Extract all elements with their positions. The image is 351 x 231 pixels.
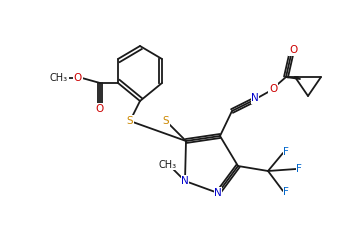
Text: O: O	[96, 104, 104, 114]
Text: F: F	[283, 187, 289, 197]
Text: S: S	[127, 116, 133, 126]
Text: CH₃: CH₃	[159, 160, 177, 170]
Text: CH₃: CH₃	[50, 73, 68, 83]
Text: F: F	[283, 147, 289, 157]
Text: O: O	[74, 73, 82, 83]
Text: F: F	[296, 164, 302, 174]
Text: N: N	[181, 176, 189, 186]
Text: S: S	[163, 116, 169, 126]
Text: N: N	[214, 188, 222, 198]
Text: N: N	[251, 93, 259, 103]
Text: O: O	[289, 45, 297, 55]
Text: O: O	[269, 84, 277, 94]
